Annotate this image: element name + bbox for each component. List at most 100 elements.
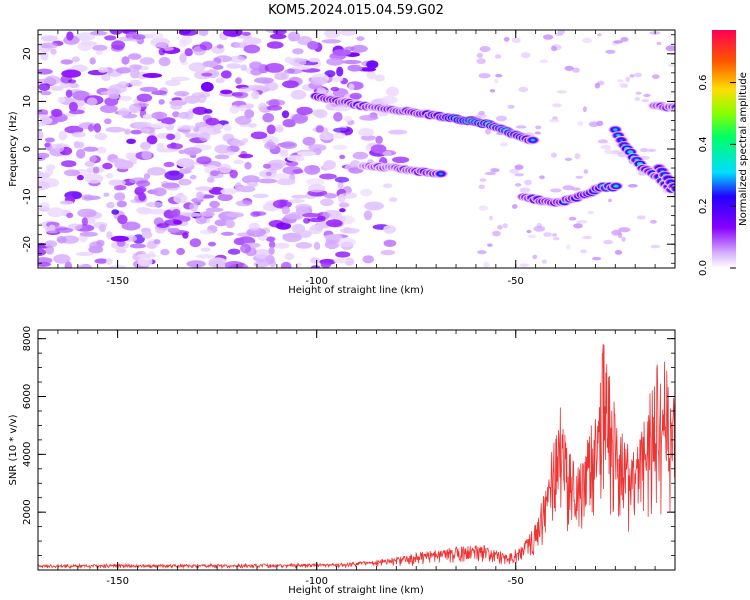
noise-blob <box>266 105 283 111</box>
noise-blob <box>550 188 562 193</box>
noise-blob <box>245 103 254 109</box>
feature-cell <box>678 193 682 195</box>
noise-blob <box>242 138 249 144</box>
noise-blob <box>115 67 132 74</box>
noise-blob <box>140 141 151 151</box>
noise-blob <box>291 194 308 199</box>
feature-cell <box>680 107 686 111</box>
noise-blob <box>106 201 115 209</box>
noise-blob <box>48 224 56 231</box>
feature-cell <box>678 108 682 110</box>
noise-blob <box>124 128 131 135</box>
noise-blob <box>535 125 542 130</box>
noise-blob <box>129 64 142 70</box>
noise-blob <box>324 193 337 199</box>
noise-blob <box>605 49 616 54</box>
noise-blob <box>284 68 303 74</box>
noise-blob <box>83 146 99 152</box>
noise-blob <box>315 124 324 133</box>
noise-blob <box>47 207 64 218</box>
noise-blob <box>281 206 291 215</box>
noise-blob <box>114 160 134 170</box>
noise-blob <box>297 151 317 156</box>
noise-blob <box>268 241 276 249</box>
snr-y-ticks: 2000 4000 6000 8000 <box>22 326 675 556</box>
noise-blob <box>238 87 253 92</box>
noise-blob <box>200 247 211 252</box>
noise-blob <box>117 214 128 225</box>
noise-blob <box>571 187 581 191</box>
noise-blob <box>575 175 584 179</box>
noise-blob <box>208 241 216 247</box>
noise-blob <box>307 184 326 193</box>
noise-blob <box>151 111 168 120</box>
noise-blob <box>105 258 113 266</box>
feature-cell <box>683 195 689 199</box>
noise-blob <box>248 222 260 231</box>
noise-blob <box>229 169 238 179</box>
noise-blob <box>104 118 112 125</box>
noise-blob <box>551 152 557 158</box>
y-tick-label: 2000 <box>22 499 33 524</box>
noise-blob <box>147 167 166 176</box>
noise-blob <box>38 68 53 75</box>
feature-cell <box>674 192 675 196</box>
noise-blob <box>39 202 51 210</box>
noise-blob <box>38 248 47 257</box>
noise-blob <box>97 67 109 73</box>
noise-blob <box>132 34 146 40</box>
feature-cell <box>692 106 698 110</box>
noise-blob <box>347 64 362 72</box>
noise-blob <box>597 33 602 37</box>
noise-blob <box>514 173 525 177</box>
feature-cell <box>695 106 706 113</box>
noise-blob <box>314 109 328 119</box>
noise-blob <box>182 212 201 217</box>
noise-blob <box>350 44 368 53</box>
noise-blob <box>160 117 176 125</box>
noise-blob <box>552 237 560 241</box>
feature-cell <box>676 192 690 200</box>
noise-blob <box>38 130 44 140</box>
noise-blob <box>360 134 376 141</box>
noise-blob <box>178 178 192 186</box>
noise-blob <box>388 129 408 135</box>
noise-blob <box>548 119 560 123</box>
noise-blob <box>534 131 541 135</box>
noise-blob <box>199 41 213 51</box>
spectral-feature <box>516 181 624 208</box>
feature-cell <box>684 194 693 199</box>
noise-blob <box>272 30 287 35</box>
noise-blob <box>252 193 269 199</box>
noise-blob <box>336 66 344 77</box>
noise-blob <box>235 200 253 207</box>
noise-blob <box>88 245 104 254</box>
noise-blob <box>163 161 175 168</box>
noise-blob <box>382 183 393 189</box>
noise-blob <box>485 128 491 135</box>
noise-blob <box>55 227 74 233</box>
noise-blob <box>576 220 588 224</box>
feature-cell <box>681 105 690 110</box>
noise-blob <box>507 104 515 109</box>
feature-cell <box>693 196 697 198</box>
noise-blob <box>197 93 207 104</box>
feature-cell <box>677 193 688 200</box>
noise-blob <box>265 171 272 177</box>
feature-cell <box>699 105 708 110</box>
noise-blob <box>244 161 252 170</box>
feature-cell <box>699 193 708 198</box>
x-tick-label: -100 <box>305 276 328 287</box>
x-tick-label: -150 <box>106 276 129 287</box>
feature-cell <box>690 106 699 111</box>
noise-blob <box>221 231 234 236</box>
noise-blob <box>66 212 74 219</box>
noise-blob <box>102 162 113 170</box>
noise-blob <box>275 222 292 230</box>
noise-blob <box>214 219 228 227</box>
noise-blob <box>374 74 385 82</box>
noise-blob <box>129 243 146 249</box>
noise-blob <box>343 115 353 123</box>
noise-blob <box>104 97 119 107</box>
noise-blob <box>148 208 167 215</box>
